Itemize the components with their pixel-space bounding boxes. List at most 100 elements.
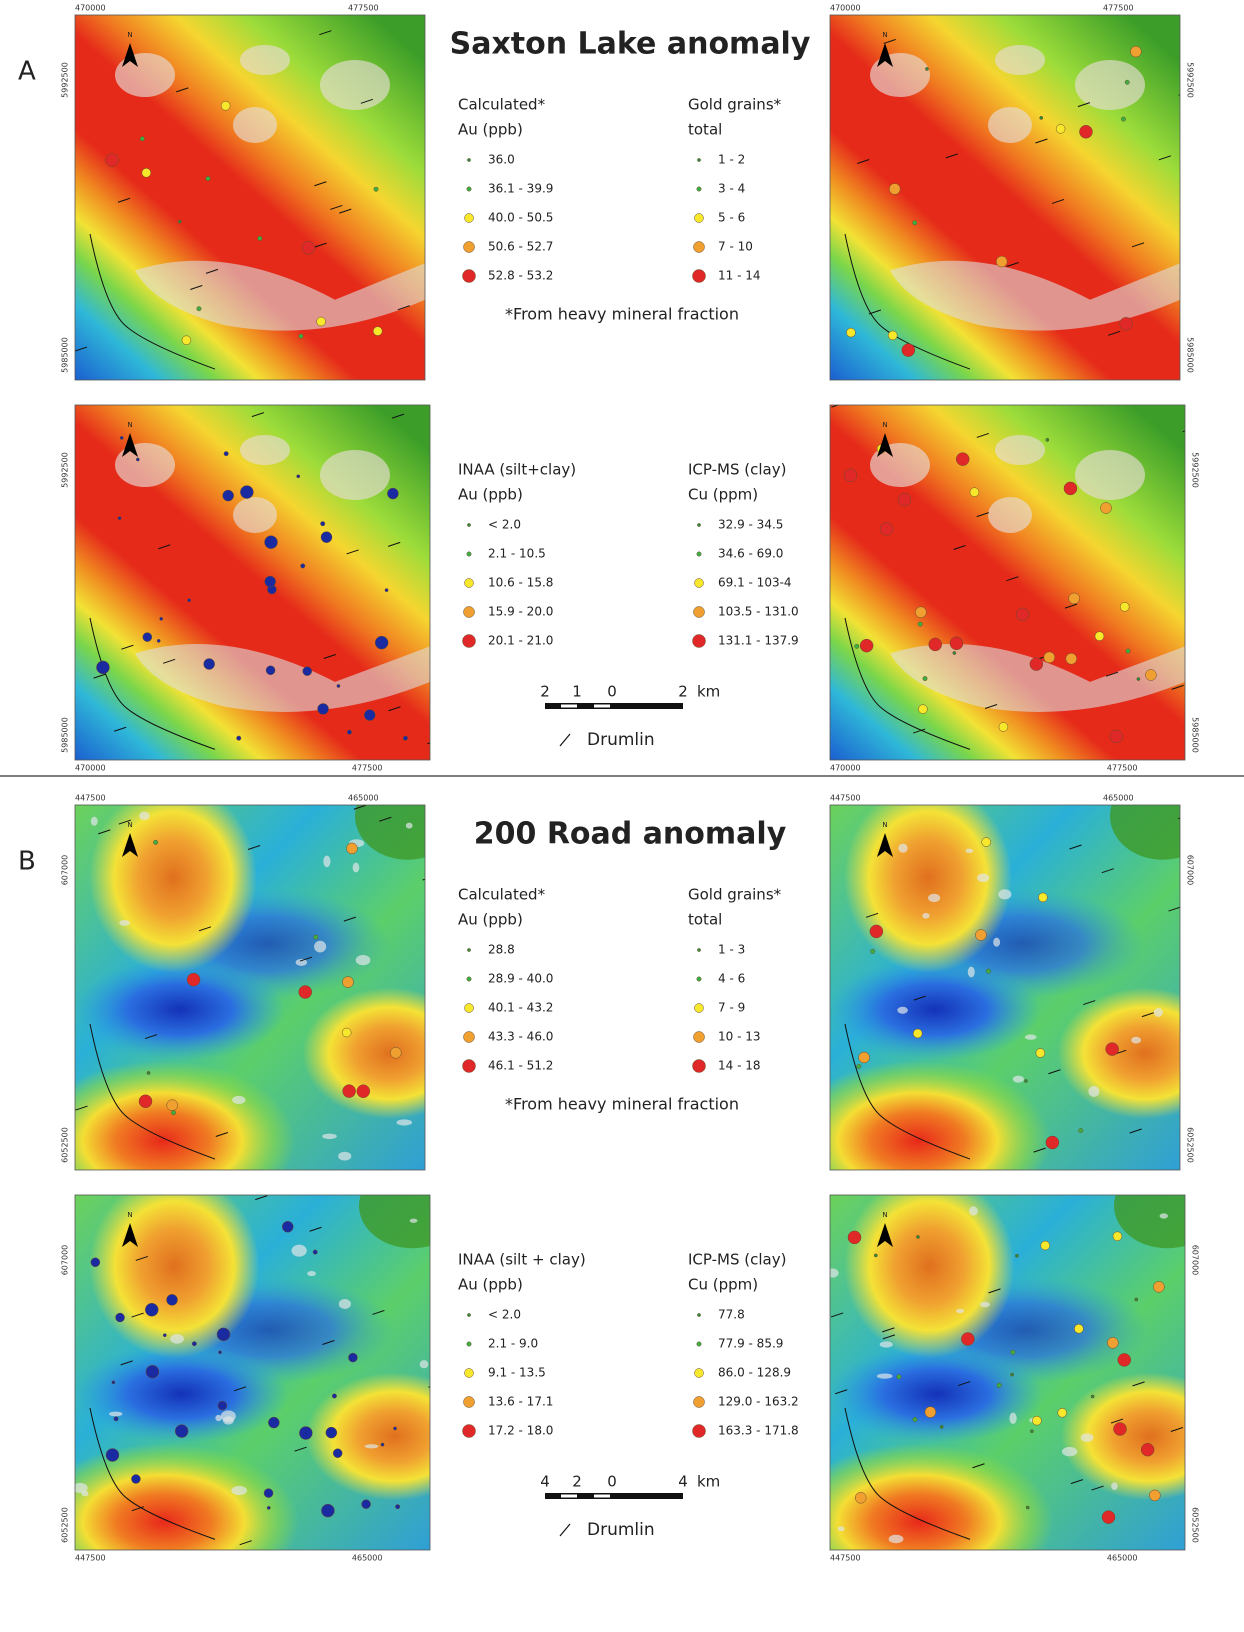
sample-site [174, 1424, 189, 1438]
legend-symbol [464, 1003, 474, 1013]
sample-site [341, 1027, 352, 1038]
sample-site [187, 598, 191, 603]
legend-item: 129.0 - 163.2 [718, 1395, 799, 1409]
footnote: *From heavy mineral fraction [505, 1095, 739, 1114]
drumlin-arrow [976, 512, 989, 518]
north-arrow [877, 833, 893, 857]
drumlin-field [352, 862, 360, 873]
map-frame [829, 404, 1186, 761]
y-coord-label: 607000 [1191, 1245, 1200, 1276]
drumlin-arrow [834, 1389, 848, 1395]
drumlin-field [170, 1334, 184, 1344]
sample-site [949, 636, 964, 651]
legend-symbol [463, 241, 475, 253]
drumlin-arrow [1101, 868, 1114, 874]
drumlin-field [1159, 1213, 1169, 1219]
drumlin-symbol [559, 1523, 571, 1537]
panel-label: B [18, 847, 36, 877]
drumlin-field [364, 1444, 379, 1449]
legend-item: 2.1 - 10.5 [488, 547, 546, 561]
sample-site [105, 153, 119, 167]
sample-site [218, 1350, 222, 1355]
sample-site [1101, 1510, 1116, 1524]
panel-title: Saxton Lake anomaly [450, 27, 811, 62]
sample-site [1153, 1281, 1165, 1293]
sample-site [162, 1333, 167, 1338]
drumlin-field [115, 443, 175, 487]
sample-site [1105, 1042, 1119, 1056]
drumlin-arrow [75, 346, 88, 352]
drumlin-arrow [1091, 1485, 1104, 1491]
drumlin-arrow [299, 956, 313, 962]
drumlin-arrow [323, 654, 336, 659]
drumlin-arrow [322, 1340, 335, 1345]
sample-site [216, 1327, 231, 1342]
legend-symbol [697, 948, 701, 952]
sample-site [1094, 631, 1105, 641]
x-coord-label: 470000 [830, 4, 861, 13]
sample-site [265, 665, 276, 676]
sample-site [156, 638, 161, 643]
sample-site [111, 1380, 116, 1385]
drumlin-field [90, 816, 98, 826]
legend-symbol [692, 634, 706, 648]
legend-header: ICP-MS (clay) [688, 1251, 786, 1269]
scale-bar [545, 1493, 683, 1499]
sample-site [159, 616, 164, 621]
sample-site [969, 487, 980, 497]
map: N [830, 1195, 1185, 1550]
x-coord-label: 465000 [348, 794, 379, 803]
drumlin-arrow [120, 1360, 133, 1366]
map-frame [74, 804, 426, 1171]
drumlin-field [291, 1244, 307, 1257]
legend-item: 69.1 - 103-4 [718, 576, 792, 590]
drumlin-field [139, 811, 150, 821]
drumlin-field [888, 1534, 904, 1544]
sample-site [879, 522, 894, 536]
legend-item: 1 - 2 [718, 153, 745, 167]
sample-site [236, 735, 242, 741]
sample-site [1149, 1489, 1161, 1502]
legend-symbol [697, 158, 701, 162]
drumlin-field [1009, 1412, 1017, 1424]
drumlin-arrow [247, 845, 261, 850]
y-coord-label: 607000 [1186, 855, 1195, 886]
drumlin-field [1012, 1075, 1024, 1083]
drumlin-field [240, 45, 290, 75]
sample-site [847, 1230, 862, 1245]
drumlin-field [240, 435, 290, 465]
drumlin-arrow [391, 413, 405, 419]
legend-item: 77.9 - 85.9 [718, 1337, 783, 1351]
y-coord-label: 5985000 [1186, 337, 1195, 373]
y-coord-label: 6052500 [61, 1507, 70, 1543]
drumlin-arrow [1171, 684, 1184, 690]
stream [89, 233, 216, 370]
stream [844, 1023, 971, 1160]
anomaly [75, 1060, 296, 1170]
sample-site [402, 735, 408, 741]
sample-site [1015, 1253, 1019, 1258]
y-coord-label: 5992500 [61, 62, 70, 98]
drumlin-arrow [239, 1540, 252, 1546]
sample-site [145, 1364, 160, 1379]
drumlin-arrow [121, 644, 134, 650]
north-label: N [882, 31, 887, 39]
sample-site [1068, 592, 1080, 605]
sample-site [1136, 677, 1141, 681]
anomaly [844, 1195, 1015, 1359]
legend-symbol [694, 578, 704, 588]
drumlin-field [233, 107, 277, 143]
drumlin-arrow [1069, 844, 1082, 850]
drumlin-field [965, 848, 974, 854]
legend-item: 34.6 - 69.0 [718, 547, 783, 561]
drumlin-field [295, 958, 308, 966]
drumlin-field [338, 1298, 352, 1310]
sample-site [925, 67, 929, 71]
legend-item: 36.1 - 39.9 [488, 182, 553, 196]
y-coord-label: 5992500 [61, 452, 70, 488]
drumlin-arrow [360, 98, 374, 104]
legend-symbol [697, 1313, 701, 1317]
drumlin-field [988, 497, 1032, 533]
sample-site [196, 306, 202, 312]
anomaly [355, 805, 425, 860]
